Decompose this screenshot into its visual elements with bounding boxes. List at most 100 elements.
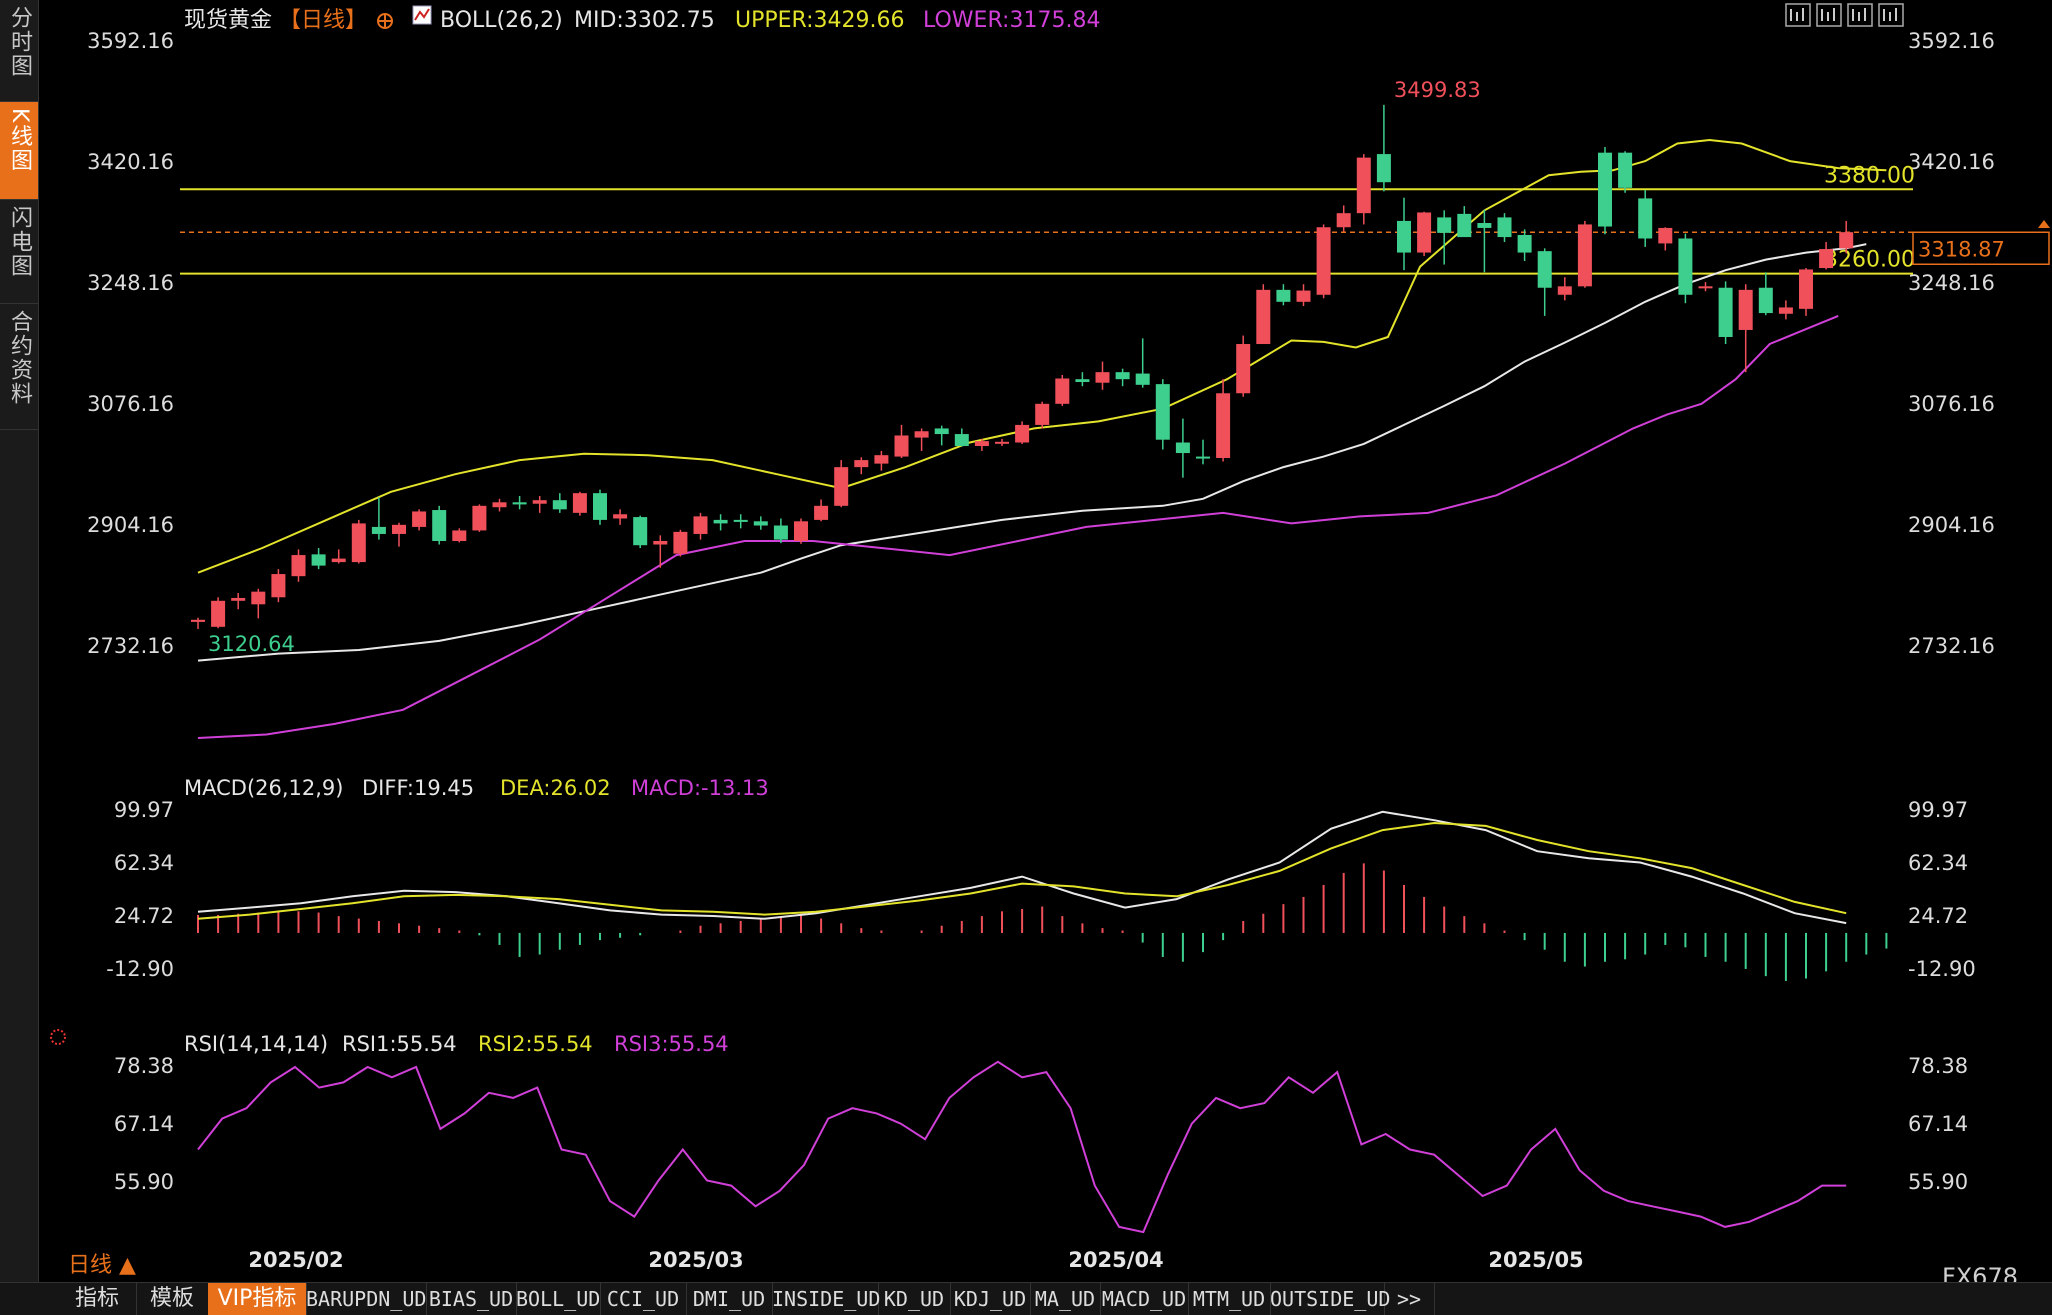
sun-icon[interactable]: [50, 1029, 66, 1045]
candle-body[interactable]: [1276, 289, 1291, 302]
tab-timeshare[interactable]: 分时图: [0, 0, 38, 102]
candle-body[interactable]: [1799, 269, 1813, 309]
indicator-tab[interactable]: DMI_UD: [686, 1283, 773, 1315]
candle-body[interactable]: [572, 493, 587, 513]
chart-area[interactable]: 现货黄金 【日线】 BOLL(26,2) MID:3302.75 UPPER:3429.…: [38, 0, 2052, 1314]
candle-body[interactable]: [291, 555, 306, 577]
candle-body[interactable]: [1417, 212, 1432, 253]
candle-body[interactable]: [713, 519, 728, 524]
candle-body[interactable]: [995, 441, 1009, 444]
candle-body[interactable]: [874, 455, 889, 464]
candle-body[interactable]: [1296, 290, 1311, 302]
indicator-tab[interactable]: MTM_UD: [1188, 1283, 1271, 1315]
candle-body[interactable]: [954, 434, 969, 447]
candle-body[interactable]: [1497, 217, 1512, 238]
candle-body[interactable]: [412, 511, 427, 527]
candle-body[interactable]: [1718, 287, 1733, 337]
tab-kline[interactable]: K线图: [0, 102, 38, 200]
candle-body[interactable]: [974, 441, 989, 447]
candle-body[interactable]: [1397, 220, 1411, 253]
candle-body[interactable]: [311, 554, 326, 566]
kline-chart[interactable]: 现货黄金 【日线】 BOLL(26,2) MID:3302.75 UPPER:3429.…: [38, 0, 2052, 1291]
indicator-tab[interactable]: >>: [1384, 1283, 1435, 1315]
candle-body[interactable]: [633, 517, 648, 546]
period-selector[interactable]: 日线 ▲: [68, 1253, 136, 1278]
candle-body[interactable]: [1778, 307, 1793, 314]
candle-body[interactable]: [1738, 289, 1753, 330]
candle-body[interactable]: [593, 493, 607, 520]
tab-flash[interactable]: 闪电图: [0, 200, 38, 304]
indicator-tab[interactable]: 指标: [58, 1283, 137, 1315]
indicator-tab[interactable]: BARUPDN_UD: [306, 1283, 427, 1315]
indicator-tab[interactable]: KDJ_UD: [950, 1283, 1031, 1315]
candle-body[interactable]: [1115, 372, 1130, 380]
candle-body[interactable]: [1598, 152, 1612, 227]
candle-body[interactable]: [552, 500, 567, 510]
indicator-tab[interactable]: INSIDE_UD: [772, 1283, 880, 1315]
indicator-tab[interactable]: MACD_UD: [1100, 1283, 1189, 1315]
chart-arrow-icon[interactable]: [1878, 3, 1904, 27]
candle-body[interactable]: [532, 500, 547, 504]
candle-body[interactable]: [1175, 442, 1190, 454]
candle-body[interactable]: [331, 558, 346, 563]
candle-body[interactable]: [1316, 227, 1331, 295]
candle-body[interactable]: [1035, 403, 1050, 425]
candle-body[interactable]: [492, 502, 507, 508]
candle-body[interactable]: [1236, 344, 1251, 394]
candle-body[interactable]: [351, 523, 366, 563]
candle-body[interactable]: [1437, 217, 1452, 233]
candle-body[interactable]: [1517, 234, 1532, 253]
candle-body[interactable]: [1698, 286, 1713, 289]
chart-bars-icon[interactable]: [1816, 3, 1842, 27]
candle-body[interactable]: [753, 521, 768, 526]
candle-body[interactable]: [211, 600, 226, 627]
candle-body[interactable]: [271, 574, 286, 598]
candle-body[interactable]: [1658, 227, 1673, 244]
candle-body[interactable]: [794, 521, 808, 541]
candle-body[interactable]: [1477, 223, 1492, 228]
indicator-tab[interactable]: 模板: [136, 1283, 209, 1315]
candle-body[interactable]: [834, 467, 849, 506]
candle-body[interactable]: [1155, 384, 1170, 440]
indicator-tab[interactable]: MA_UD: [1030, 1283, 1101, 1315]
candle-body[interactable]: [1256, 289, 1271, 345]
candle-body[interactable]: [1196, 456, 1210, 459]
candle-body[interactable]: [1577, 224, 1592, 287]
candle-body[interactable]: [773, 525, 788, 540]
indicator-tab[interactable]: CCI_UD: [600, 1283, 687, 1315]
candle-body[interactable]: [653, 540, 668, 545]
indicator-tab[interactable]: VIP指标: [208, 1283, 307, 1315]
candle-body[interactable]: [1839, 232, 1854, 249]
candle-body[interactable]: [251, 591, 266, 605]
candle-body[interactable]: [452, 530, 467, 541]
candle-body[interactable]: [1015, 424, 1030, 443]
candle-body[interactable]: [231, 597, 246, 601]
candle-body[interactable]: [613, 514, 628, 519]
chart-edit-icon[interactable]: [1847, 3, 1873, 27]
candle-body[interactable]: [673, 531, 688, 554]
indicator-tab[interactable]: OUTSIDE_UD: [1270, 1283, 1390, 1315]
crosshair-icon[interactable]: [1785, 3, 1811, 27]
tab-contract-info[interactable]: 合约资料: [0, 304, 38, 430]
candle-body[interactable]: [1135, 373, 1150, 385]
candle-body[interactable]: [1336, 213, 1351, 228]
candle-body[interactable]: [1638, 198, 1653, 239]
candle-body[interactable]: [472, 505, 487, 531]
candle-body[interactable]: [1356, 157, 1371, 214]
candle-body[interactable]: [1075, 379, 1090, 383]
candle-body[interactable]: [1376, 154, 1391, 183]
candle-body[interactable]: [814, 505, 829, 520]
candle-body[interactable]: [854, 460, 869, 468]
candle-body[interactable]: [1678, 238, 1693, 295]
candle-body[interactable]: [894, 435, 909, 457]
candle-body[interactable]: [1758, 287, 1773, 314]
indicator-tab[interactable]: BIAS_UD: [426, 1283, 517, 1315]
candle-body[interactable]: [1216, 393, 1231, 458]
candle-body[interactable]: [1618, 152, 1633, 188]
indicator-tab[interactable]: KD_UD: [878, 1283, 951, 1315]
candle-body[interactable]: [392, 524, 406, 534]
candle-body[interactable]: [1819, 249, 1834, 269]
candle-body[interactable]: [1537, 251, 1552, 288]
candle-body[interactable]: [693, 516, 708, 534]
candle-body[interactable]: [1095, 372, 1110, 383]
